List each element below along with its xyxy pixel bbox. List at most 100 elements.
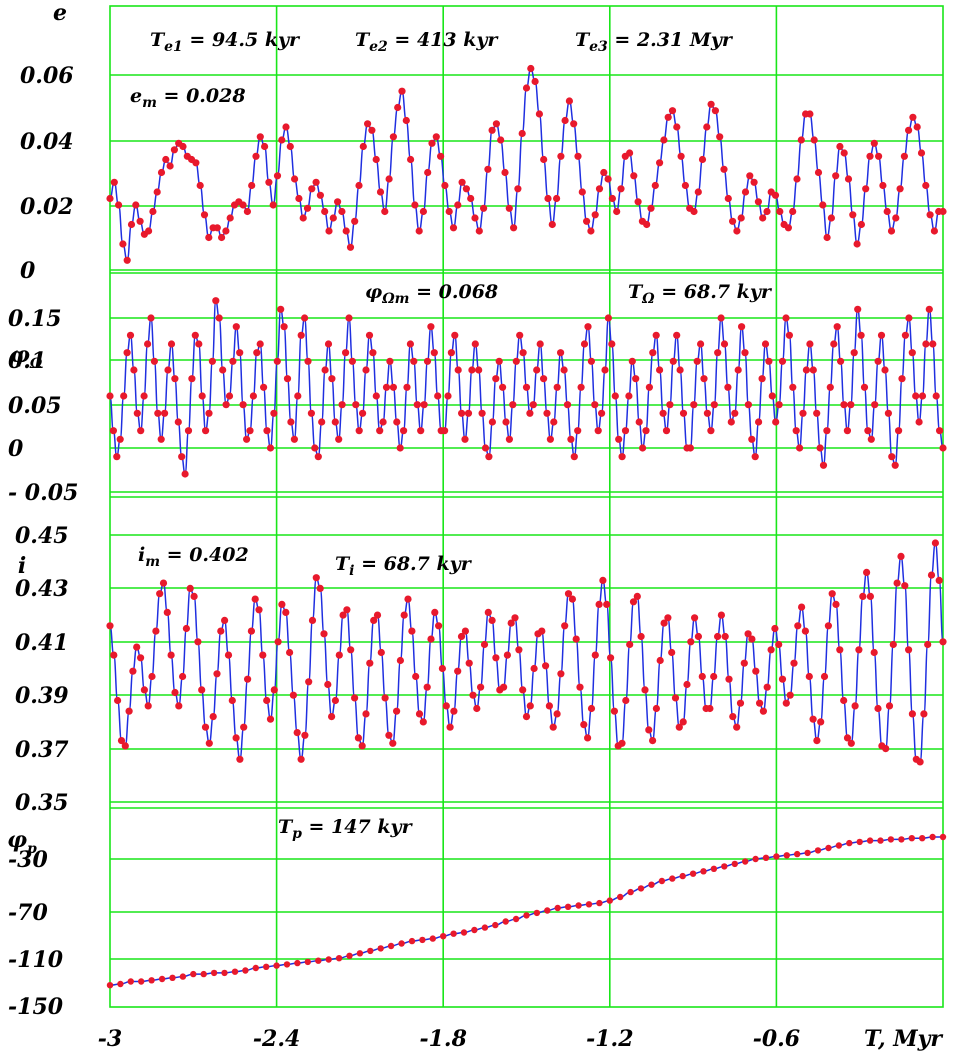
data-point bbox=[215, 314, 223, 322]
data-point bbox=[106, 622, 114, 630]
annotation: Tp = 147 kyr bbox=[278, 816, 414, 842]
data-point bbox=[243, 207, 251, 216]
data-point bbox=[649, 737, 657, 745]
data-point bbox=[596, 899, 603, 907]
data-point bbox=[929, 340, 937, 348]
data-point bbox=[408, 627, 416, 635]
data-point bbox=[698, 155, 707, 164]
data-point bbox=[372, 155, 380, 164]
y-axis-label: i bbox=[18, 553, 26, 579]
data-point bbox=[775, 640, 783, 649]
data-point bbox=[335, 651, 343, 659]
data-point bbox=[762, 854, 770, 861]
data-point bbox=[441, 181, 449, 190]
data-point bbox=[286, 648, 294, 657]
data-point bbox=[385, 175, 393, 183]
data-point bbox=[917, 149, 926, 157]
data-point bbox=[198, 392, 206, 400]
data-point bbox=[662, 427, 671, 435]
data-point bbox=[687, 638, 695, 646]
data-point bbox=[656, 656, 664, 665]
data-point bbox=[935, 576, 943, 585]
data-point bbox=[282, 123, 290, 131]
annotation: Te2 = 413 kyr bbox=[355, 29, 499, 55]
data-point bbox=[125, 707, 133, 715]
data-point bbox=[359, 409, 367, 417]
data-point bbox=[158, 975, 166, 983]
data-point bbox=[720, 165, 728, 173]
data-point bbox=[901, 331, 910, 339]
data-point bbox=[152, 627, 160, 635]
data-point bbox=[454, 366, 462, 374]
data-point bbox=[553, 194, 561, 203]
data-point bbox=[595, 600, 603, 609]
data-point bbox=[282, 608, 290, 617]
data-point bbox=[140, 686, 148, 694]
data-point bbox=[843, 427, 852, 435]
data-point bbox=[226, 214, 234, 222]
data-point bbox=[424, 168, 432, 177]
data-point bbox=[232, 323, 240, 331]
data-point bbox=[338, 401, 346, 409]
data-point bbox=[454, 201, 462, 209]
data-point bbox=[802, 366, 811, 374]
data-point bbox=[828, 590, 836, 598]
data-point bbox=[351, 694, 359, 702]
data-point bbox=[481, 444, 490, 452]
data-point bbox=[919, 835, 926, 842]
data-point bbox=[475, 366, 483, 374]
data-point bbox=[181, 470, 189, 478]
data-point bbox=[311, 444, 319, 452]
data-point bbox=[810, 136, 818, 144]
data-point bbox=[720, 340, 729, 348]
data-point bbox=[342, 349, 350, 357]
data-point bbox=[645, 383, 654, 391]
data-point bbox=[782, 314, 790, 322]
data-point bbox=[192, 159, 200, 167]
data-point bbox=[175, 702, 183, 710]
data-point bbox=[259, 651, 267, 659]
data-point bbox=[823, 233, 831, 242]
data-point bbox=[514, 185, 522, 193]
data-point bbox=[253, 349, 261, 357]
data-point bbox=[305, 678, 313, 686]
data-point bbox=[437, 152, 445, 160]
data-point bbox=[721, 632, 729, 641]
data-point bbox=[733, 227, 741, 235]
data-point bbox=[473, 704, 481, 713]
data-point bbox=[467, 194, 475, 203]
data-point bbox=[438, 664, 446, 673]
data-point bbox=[222, 227, 230, 235]
data-point bbox=[499, 383, 507, 391]
data-point bbox=[398, 87, 406, 95]
data-point bbox=[123, 256, 131, 264]
data-point bbox=[205, 233, 213, 242]
data-point bbox=[324, 680, 332, 689]
data-point bbox=[243, 435, 251, 443]
data-point bbox=[512, 357, 520, 365]
data-point bbox=[778, 675, 787, 683]
x-tick-label: -1.8 bbox=[419, 1026, 466, 1052]
data-point bbox=[690, 401, 698, 409]
y-axis-label: φΩ bbox=[10, 342, 43, 372]
data-point bbox=[729, 713, 737, 721]
data-point bbox=[768, 392, 776, 400]
data-point bbox=[304, 357, 312, 365]
data-point bbox=[318, 418, 326, 426]
data-point bbox=[891, 461, 899, 469]
annotation: φΩm = 0.068 bbox=[365, 281, 498, 307]
data-point bbox=[362, 366, 370, 374]
data-point bbox=[574, 152, 582, 160]
data-point bbox=[608, 194, 617, 203]
data-point bbox=[224, 651, 233, 659]
data-point bbox=[574, 427, 582, 435]
data-point bbox=[908, 835, 915, 842]
data-point bbox=[198, 686, 206, 694]
data-point bbox=[819, 461, 828, 469]
data-point bbox=[457, 632, 466, 641]
data-point bbox=[866, 152, 874, 160]
data-point bbox=[413, 401, 421, 409]
data-point bbox=[246, 427, 254, 435]
data-point bbox=[634, 198, 642, 206]
data-point bbox=[297, 331, 305, 339]
